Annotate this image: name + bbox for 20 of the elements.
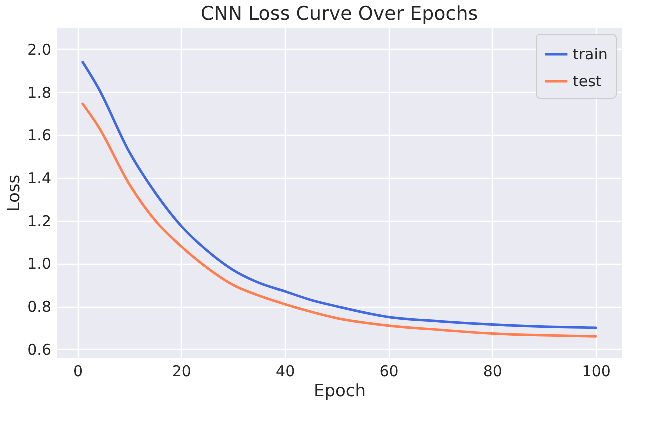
y-tick-label: 1.8 xyxy=(28,84,52,102)
y-tick-label: 1.6 xyxy=(28,126,52,145)
x-tick-label: 80 xyxy=(483,362,502,380)
x-tick-label: 60 xyxy=(380,362,399,380)
y-tick-label: 2.0 xyxy=(28,40,52,59)
y-tick-label: 0.6 xyxy=(28,340,52,359)
x-tick-label: 40 xyxy=(276,362,296,380)
y-tick-label: 1.0 xyxy=(28,255,52,274)
x-tick-label: 0 xyxy=(73,362,84,380)
chart-title: CNN Loss Curve Over Epochs xyxy=(200,3,478,25)
y-tick-label: 1.4 xyxy=(28,170,52,188)
x-tick-label: 20 xyxy=(172,362,192,380)
y-tick-label: 1.2 xyxy=(28,212,52,230)
y-tick-label: 0.8 xyxy=(28,298,52,316)
y-axis-title: Loss xyxy=(4,174,25,212)
legend-label: test xyxy=(573,72,602,90)
x-tick-label: 100 xyxy=(582,362,611,380)
legend-label: train xyxy=(573,46,608,64)
line-series xyxy=(82,102,598,338)
x-axis-title: Epoch xyxy=(314,382,366,402)
